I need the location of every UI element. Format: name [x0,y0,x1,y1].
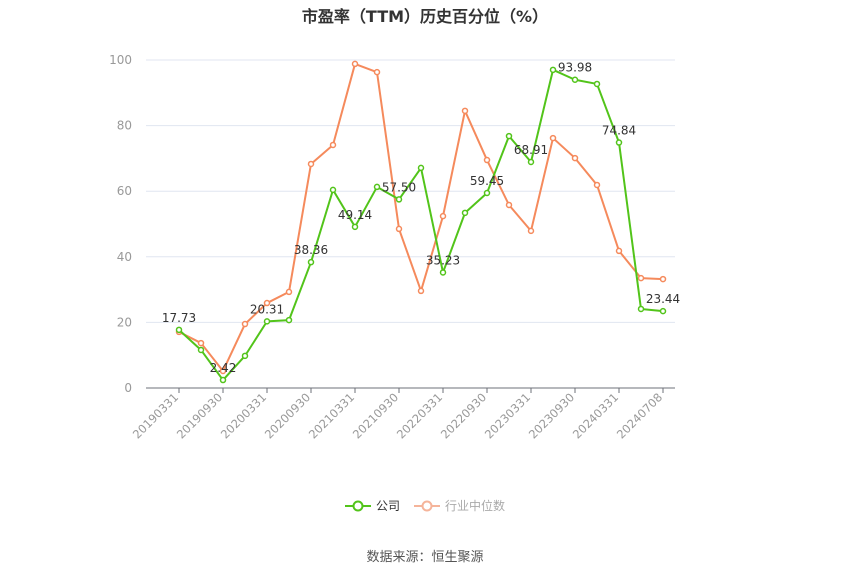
data-point[interactable] [351,223,359,231]
data-point[interactable] [483,189,491,197]
data-point[interactable] [659,307,667,315]
data-point[interactable] [571,76,579,83]
data-point[interactable] [571,154,579,162]
data-point[interactable] [527,158,535,166]
legend-item-company[interactable]: 公司 [344,497,400,514]
x-tick-label: 20190331 [130,390,181,441]
data-label: 2.42 [210,361,237,375]
data-label: 93.98 [558,61,592,75]
data-source: 数据来源：恒生聚源 [366,550,484,565]
y-tick-label: 40 [117,250,132,264]
data-point[interactable] [505,132,513,140]
data-labels: 17.73 2.42 20.31 38.36 49.14 57.50 35.23 59.45 6… [162,61,680,375]
series-industry-median [175,60,667,375]
data-point[interactable] [373,183,381,191]
legend-item-industry-median[interactable]: 行业中位数 [414,497,505,514]
legend-label-company: 公司 [375,499,400,513]
data-point[interactable] [549,134,557,142]
data-point[interactable] [307,258,315,266]
x-tick-label: 20200331 [218,390,269,441]
x-axis: 2019033120190930202003312020093020210331… [130,387,675,442]
x-tick-label: 20200930 [262,390,313,441]
data-label: 68.91 [514,143,548,157]
data-point[interactable] [395,196,403,203]
data-label: 35.23 [426,253,460,267]
x-tick-label: 20220331 [394,390,445,441]
x-tick-label: 20240708 [614,390,665,441]
data-point[interactable] [417,287,425,295]
data-point[interactable] [593,80,601,88]
data-point[interactable] [219,376,227,384]
x-tick-label: 20190930 [174,390,225,441]
series-company [175,66,667,384]
data-label: 20.31 [250,302,284,316]
data-point[interactable] [615,247,623,255]
data-point[interactable] [351,60,359,68]
data-point[interactable] [175,326,183,334]
y-tick-label: 80 [117,119,132,133]
data-point[interactable] [263,318,271,325]
legend-line-circle-icon [344,500,371,511]
y-axis-labels: 0 20 40 60 80 100 [109,53,132,395]
data-point[interactable] [197,346,205,354]
data-point[interactable] [527,227,535,235]
data-label: 17.73 [162,311,196,325]
y-tick-label: 0 [124,381,132,395]
data-point[interactable] [659,275,667,283]
data-point[interactable] [263,299,271,307]
data-point[interactable] [285,288,293,296]
grid-lines [146,59,675,323]
y-tick-label: 20 [117,315,132,329]
data-label: 38.36 [294,243,328,257]
data-point[interactable] [219,367,227,375]
data-point[interactable] [285,316,293,324]
data-point[interactable] [505,201,513,209]
x-tick-label: 20210331 [306,390,357,441]
legend-label-industry-median: 行业中位数 [445,499,506,513]
legend-line-circle-icon [414,500,440,511]
data-point[interactable] [241,352,249,360]
data-point[interactable] [593,181,601,189]
data-point[interactable] [615,139,623,146]
data-label: 23.44 [646,292,680,306]
data-point[interactable] [395,225,403,233]
y-tick-label: 100 [109,53,132,67]
legend: 公司 行业中位数 [0,497,850,514]
x-tick-label: 20230930 [526,390,577,441]
data-point[interactable] [329,141,337,149]
data-point[interactable] [439,269,447,276]
data-point[interactable] [637,305,645,313]
data-point[interactable] [417,164,425,172]
data-point[interactable] [241,320,249,328]
x-tick-label: 20230331 [482,390,533,441]
data-point[interactable] [329,186,337,194]
data-point[interactable] [197,339,205,347]
data-label: 49.14 [338,208,372,222]
data-point[interactable] [373,68,381,76]
data-point[interactable] [637,274,645,282]
data-label: 74.84 [602,124,636,138]
chart-title: 市盈率（TTM）历史百分位（%） [301,7,549,26]
data-point[interactable] [483,156,491,164]
data-point[interactable] [439,212,447,220]
data-point[interactable] [461,107,469,115]
y-tick-label: 60 [117,184,132,198]
x-tick-label: 20220930 [438,390,489,441]
data-label: 57.50 [382,180,416,194]
data-label: 59.45 [470,174,504,188]
data-point[interactable] [307,160,315,168]
data-point[interactable] [461,209,469,217]
x-tick-label: 20210930 [350,390,401,441]
x-tick-label: 20240331 [570,390,621,441]
data-point[interactable] [549,66,557,74]
